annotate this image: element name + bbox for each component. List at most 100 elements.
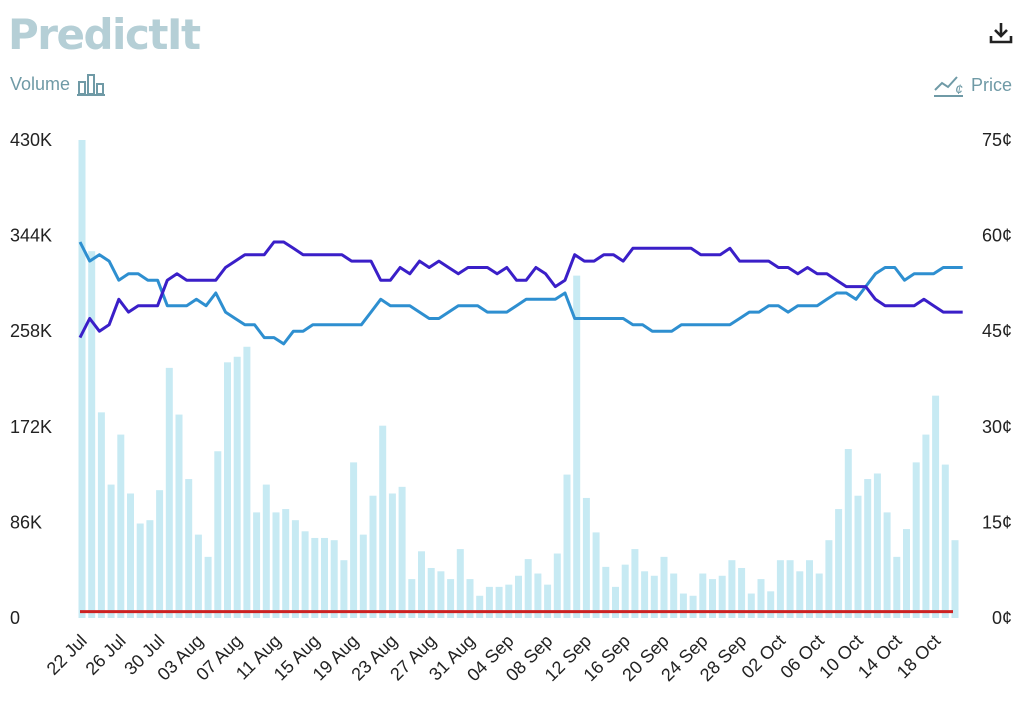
volume-bar [78,140,86,618]
volume-bar [466,579,474,618]
volume-bar [156,490,164,618]
y-right-tick-label: 60¢ [982,226,1012,246]
volume-bar [418,551,425,618]
volume-bar [88,251,96,619]
volume-bar [544,584,552,618]
volume-bar [330,540,338,618]
volume-bar [747,593,755,618]
volume-bar [175,414,183,618]
x-tick-label: 18 Oct [893,631,945,683]
volume-bar [301,531,309,618]
volume-bar [291,520,299,618]
volume-bar [728,560,736,618]
volume-bar [602,566,610,618]
predictit-logo: PredictIt [8,10,201,59]
y-left-tick-label: 344K [10,226,52,246]
volume-bar [495,586,503,618]
y-left-tick-label: 172K [10,417,52,437]
volume-bar [456,549,464,618]
volume-bar [553,553,561,618]
volume-bar [408,579,416,618]
x-tick-label: 22 Jul [43,631,91,679]
volume-bar [224,362,231,618]
volume-bar [757,579,765,618]
volume-bar [243,346,251,618]
volume-bar [592,532,600,618]
volume-bar [835,509,843,618]
volume-bar [621,564,629,618]
price-label: Price [970,74,1012,95]
volume-bar [194,534,202,618]
svg-text:¢: ¢ [955,81,963,97]
price-legend: ¢ Price [933,72,1012,98]
volume-bar [854,495,862,618]
volume-bar [272,512,280,618]
price-line-1 [78,241,963,346]
volume-bar [107,484,115,618]
volume-bar [340,560,348,618]
volume-bar [165,367,173,618]
volume-bar [689,595,697,618]
volume-bar [864,479,872,618]
volume-bar [321,537,328,618]
y-right-tick-label: 0¢ [992,608,1012,628]
y-right-tick-label: 45¢ [982,321,1012,341]
volume-bar [262,484,270,618]
volume-bar [660,556,668,618]
volume-bar [738,567,746,618]
y-left-tick-label: 0 [10,608,20,628]
volume-bar [185,479,193,618]
volume-bar [932,395,940,618]
volume-bar [437,571,445,618]
volume-bar [641,571,649,618]
volume-bar [903,529,910,618]
y-left-tick-label: 258K [10,321,52,341]
volume-bar [359,534,367,618]
volume-bar [873,473,881,618]
volume-bar [282,509,290,618]
bar-chart-icon [77,74,106,96]
volume-bar [582,497,590,618]
volume-bar [815,573,823,618]
volume-bar [699,573,707,618]
volume-bar [311,537,319,618]
volume-bar [776,560,784,618]
volume-bar [922,434,930,618]
volume-bar [136,523,144,618]
volume-bar [485,586,493,618]
y-right-tick-label: 75¢ [982,130,1012,150]
volume-bar [951,540,959,618]
volume-bar [214,451,222,618]
volume-bar [612,586,619,618]
download-icon[interactable] [988,20,1014,46]
volume-label: Volume [10,73,71,94]
volume-bar [573,275,581,618]
y-left-tick-label: 430K [10,130,52,150]
volume-bar [505,584,513,618]
volume-bar [515,575,522,618]
volume-bar [204,556,212,618]
volume-bar [350,462,358,618]
volume-bar [631,549,639,618]
volume-bar [941,464,949,618]
volume-bar [398,486,406,618]
volume-bar [883,512,891,618]
line-chart-cent-icon: ¢ [933,76,963,97]
volume-bar [893,556,901,618]
volume-bar [786,560,794,618]
price-line-2 [78,240,963,339]
volume-bar [563,474,571,618]
volume-bar [912,462,920,618]
volume-bar [253,512,261,618]
y-right-tick-label: 15¢ [982,512,1012,532]
volume-bar [709,579,716,618]
volume-bar [117,434,125,618]
volume-bar [796,571,804,618]
volume-bar [97,412,105,618]
volume-bar [233,356,241,618]
volume-bar [534,573,542,618]
volume-bar [146,520,154,618]
volume-bar [447,579,455,618]
x-tick-label: 26 Jul [82,631,130,679]
